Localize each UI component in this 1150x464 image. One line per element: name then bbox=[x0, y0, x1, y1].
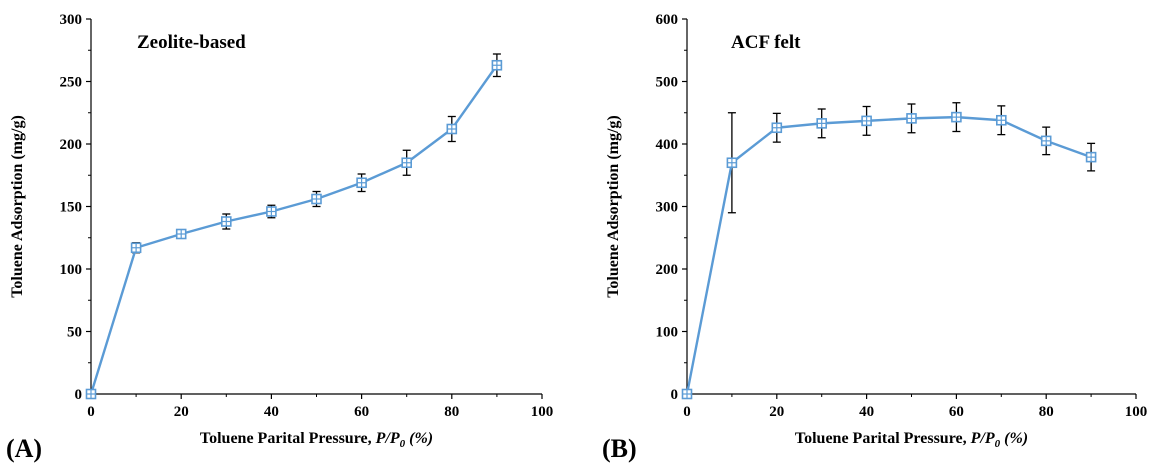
x-tick-label: 80 bbox=[444, 404, 459, 420]
panel-label: (B) bbox=[602, 434, 637, 463]
data-point bbox=[85, 388, 97, 400]
y-tick-label: 150 bbox=[60, 200, 83, 216]
y-tick-label: 100 bbox=[60, 262, 83, 278]
x-axis-title-text: Toluene Parital Pressure, bbox=[795, 430, 971, 447]
x-axis-title-variable: P/P bbox=[970, 430, 995, 447]
y-tick-label: 250 bbox=[60, 75, 83, 91]
data-point bbox=[446, 123, 458, 135]
y-tick-label: 200 bbox=[656, 262, 679, 278]
y-tick-label: 300 bbox=[656, 200, 679, 216]
data-point bbox=[816, 118, 828, 129]
x-tick-label: 0 bbox=[87, 404, 95, 420]
data-point bbox=[951, 111, 962, 123]
data-point bbox=[861, 115, 872, 127]
data-point bbox=[681, 388, 693, 400]
chart-title: Zeolite-based bbox=[137, 32, 246, 53]
data-point bbox=[266, 206, 277, 217]
x-tick-label: 80 bbox=[1039, 404, 1054, 420]
y-tick-label: 0 bbox=[75, 387, 83, 403]
x-axis-title-subscript: 0 bbox=[400, 438, 406, 450]
y-tick-label: 100 bbox=[656, 325, 679, 341]
x-axis-title: Toluene Parital Pressure, P/P0 (%) bbox=[200, 430, 433, 450]
y-axis-title: Toluene Adsorption (mg/g) bbox=[605, 115, 622, 298]
data-point bbox=[130, 242, 142, 254]
data-point bbox=[1085, 151, 1097, 163]
data-point bbox=[906, 113, 917, 124]
x-tick-label: 40 bbox=[264, 404, 279, 420]
x-tick-label: 100 bbox=[531, 404, 554, 420]
x-tick-label: 60 bbox=[949, 404, 964, 420]
data-point bbox=[311, 193, 322, 205]
x-tick-label: 100 bbox=[1125, 404, 1148, 420]
x-axis-title-unit: (%) bbox=[405, 430, 433, 447]
x-tick-label: 0 bbox=[683, 404, 691, 420]
x-tick-label: 40 bbox=[859, 404, 874, 420]
x-tick-label: 20 bbox=[769, 404, 784, 420]
y-tick-label: 0 bbox=[671, 387, 679, 403]
y-axis-title: Toluene Adsorption (mg/g) bbox=[9, 115, 26, 298]
panel-label: (A) bbox=[6, 434, 42, 463]
x-axis-title-variable: P/P bbox=[375, 430, 400, 447]
x-axis-title: Toluene Parital Pressure, P/P0 (%) bbox=[795, 430, 1028, 450]
data-point bbox=[1040, 135, 1052, 147]
data-point bbox=[491, 59, 503, 71]
x-tick-label: 20 bbox=[174, 404, 189, 420]
x-axis-title-unit: (%) bbox=[1000, 430, 1028, 447]
data-point bbox=[356, 177, 367, 189]
y-tick-label: 50 bbox=[67, 325, 82, 341]
chart-panel-2: 0 100 200 300 400 500 600 0 20 40 60 80 100 Toluene P… bbox=[602, 12, 1147, 463]
chart-title: ACF felt bbox=[731, 32, 801, 53]
data-point bbox=[221, 216, 232, 227]
data-point bbox=[995, 114, 1007, 126]
data-point bbox=[771, 122, 783, 134]
series-line bbox=[685, 115, 1092, 395]
y-tick-label: 400 bbox=[656, 137, 679, 153]
chart-panel-1: 0 50 100 150 200 250 300 0 20 40 60 80 100 Toluene Pa… bbox=[6, 12, 553, 463]
y-tick-label: 300 bbox=[60, 12, 83, 28]
series-line bbox=[89, 64, 498, 395]
y-tick-label: 200 bbox=[60, 137, 83, 153]
x-axis-title-subscript: 0 bbox=[995, 438, 1001, 450]
data-point bbox=[401, 157, 413, 169]
y-tick-label: 500 bbox=[656, 75, 679, 91]
x-tick-label: 60 bbox=[354, 404, 369, 420]
data-point bbox=[726, 157, 738, 169]
x-axis-title-text: Toluene Parital Pressure, bbox=[200, 430, 376, 447]
y-tick-label: 600 bbox=[656, 12, 679, 28]
data-point bbox=[175, 228, 187, 240]
